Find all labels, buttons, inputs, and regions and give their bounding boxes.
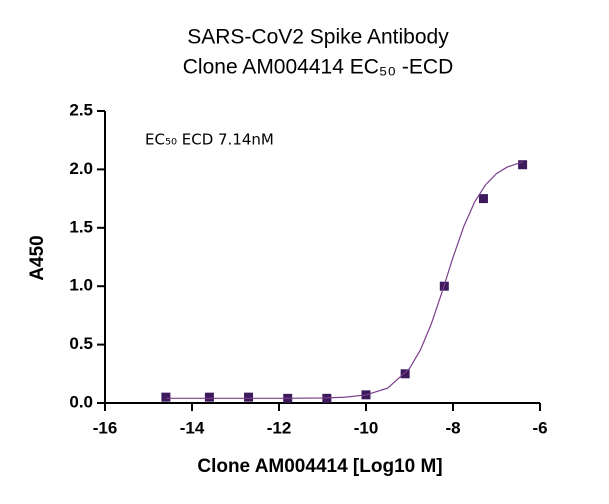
data-point	[204, 392, 214, 402]
y-tick-label: 0.0	[69, 392, 93, 411]
data-point	[244, 392, 254, 402]
x-tick-label: -8	[445, 418, 460, 437]
y-tick-label: 1.5	[69, 217, 93, 236]
chart-title: Clone AM004414 EC₅₀ -ECD	[183, 56, 453, 79]
annotation: EC₅₀ ECD 7.14nM	[145, 131, 274, 149]
data-point	[478, 194, 488, 204]
x-tick-label: -14	[180, 418, 205, 437]
data-point	[518, 160, 528, 170]
y-tick-label: 0.5	[69, 334, 93, 353]
x-tick-label: -6	[532, 418, 547, 437]
x-tick-label: -16	[93, 418, 118, 437]
x-axis-label: Clone AM004414 [Log10 M]	[197, 456, 442, 477]
x-tick-label: -12	[267, 418, 292, 437]
chart-title: SARS-CoV2 Spike Antibody	[187, 26, 449, 49]
y-tick-label: 1.0	[69, 276, 93, 295]
y-tick-label: 2.0	[69, 159, 93, 178]
data-point	[161, 392, 171, 402]
y-tick-label: 2.5	[69, 100, 93, 119]
y-axis-label: A450	[27, 235, 48, 280]
data-point	[400, 369, 410, 379]
x-tick-label: -10	[354, 418, 379, 437]
fit-curve	[165, 161, 523, 399]
